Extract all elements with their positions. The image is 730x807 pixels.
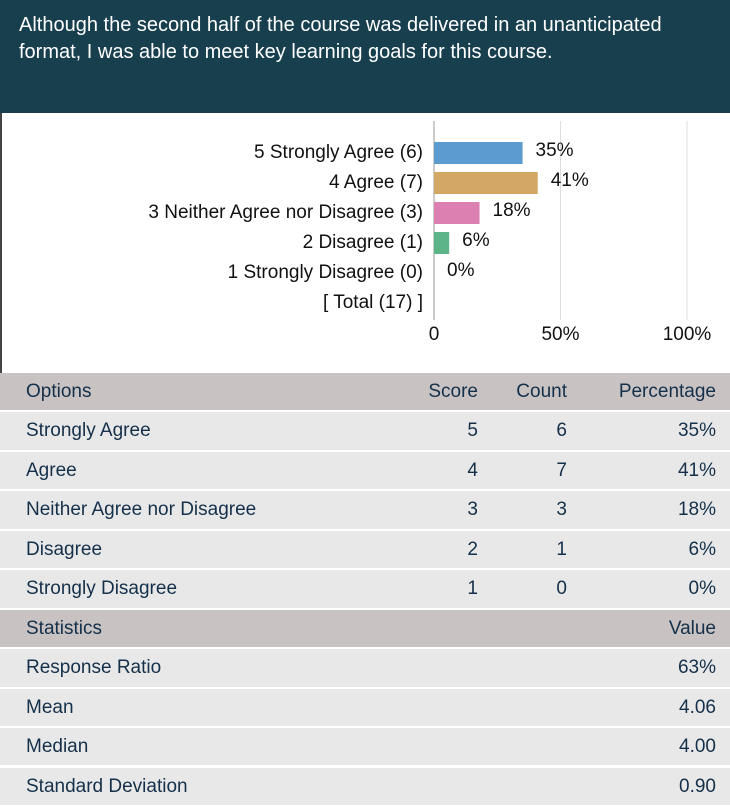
table-row: Standard Deviation 0.90	[0, 767, 730, 807]
column-header: Statistics	[26, 617, 103, 639]
table-cell: 5	[467, 420, 478, 442]
table-row: Response Ratio 63%	[0, 649, 730, 689]
table-row: Neither Agree nor Disagree 3 3 18%	[0, 491, 730, 531]
category-label: 1 Strongly Disagree (0)	[228, 262, 423, 283]
question-title: Although the second half of the course w…	[19, 14, 662, 63]
table-cell: 3	[467, 499, 478, 521]
value-label: 35%	[536, 140, 574, 161]
table-cell: Strongly Agree	[26, 420, 151, 442]
chart: 0 50% 100% 5 Strongly Agree (6) 35% 4 Agree (…	[0, 113, 712, 373]
table-cell: 3	[556, 499, 567, 521]
table-cell: 4.00	[679, 736, 716, 758]
value-label: 41%	[551, 170, 589, 191]
table-cell: Neither Agree nor Disagree	[26, 499, 257, 521]
category-label: 5 Strongly Agree (6)	[254, 142, 423, 163]
question-header: Although the second half of the course w…	[0, 0, 730, 113]
column-header: Percentage	[618, 381, 716, 402]
table-cell: 6%	[688, 538, 716, 560]
table-cell: 63%	[677, 657, 716, 679]
table-cell: 6	[556, 420, 567, 442]
table-cell: 35%	[677, 420, 716, 442]
table-cell: 4.06	[679, 696, 716, 718]
table-cell: Standard Deviation	[26, 775, 188, 797]
column-header: Options	[26, 381, 92, 402]
table-cell: Median	[26, 736, 89, 758]
bar	[434, 232, 450, 254]
column-header: Count	[516, 381, 567, 402]
column-header: Score	[428, 381, 478, 402]
x-tick-label: 100%	[663, 324, 712, 345]
table-row: Mean 4.06	[0, 688, 730, 729]
value-label: 6%	[462, 230, 490, 251]
category-label: [ Total (17) ]	[323, 292, 423, 313]
table-cell: 1	[467, 578, 478, 600]
table-row: Disagree 2 1 6%	[0, 530, 730, 571]
table-cell: Response Ratio	[26, 657, 162, 679]
table-row: Agree 4 7 41%	[0, 451, 730, 492]
x-tick-label: 50%	[541, 324, 579, 345]
table-cell: 2	[467, 538, 478, 560]
table-cell: Disagree	[26, 538, 103, 560]
table-header-row: Options Score Count Percentage	[0, 373, 730, 413]
table-cell: 18%	[677, 499, 716, 521]
table-header-row: Statistics Value	[0, 609, 730, 650]
bar	[434, 142, 523, 164]
x-tick-label: 0	[429, 324, 440, 345]
bar	[434, 202, 480, 224]
column-header: Value	[668, 617, 716, 639]
table-cell: 0.90	[679, 775, 716, 797]
table-cell: 4	[467, 459, 478, 481]
table-cell: Mean	[26, 696, 74, 718]
category-label: 4 Agree (7)	[329, 172, 423, 193]
table-row: Strongly Agree 5 6 35%	[0, 412, 730, 452]
table-cell: Strongly Disagree	[26, 578, 178, 600]
table-cell: 7	[556, 459, 567, 481]
table-cell: Agree	[26, 459, 77, 481]
table-cell: 0%	[688, 578, 716, 600]
table-cell: 41%	[677, 459, 716, 481]
category-label: 2 Disagree (1)	[303, 232, 423, 253]
category-label: 3 Neither Agree nor Disagree (3)	[148, 202, 423, 223]
table-cell: 1	[556, 538, 567, 560]
value-label: 0%	[447, 260, 475, 281]
table-cell: 0	[556, 578, 567, 600]
table-row: Median 4.00	[0, 728, 730, 768]
bar	[434, 172, 538, 194]
value-label: 18%	[493, 200, 531, 221]
table-row: Strongly Disagree 1 0 0%	[0, 570, 730, 610]
